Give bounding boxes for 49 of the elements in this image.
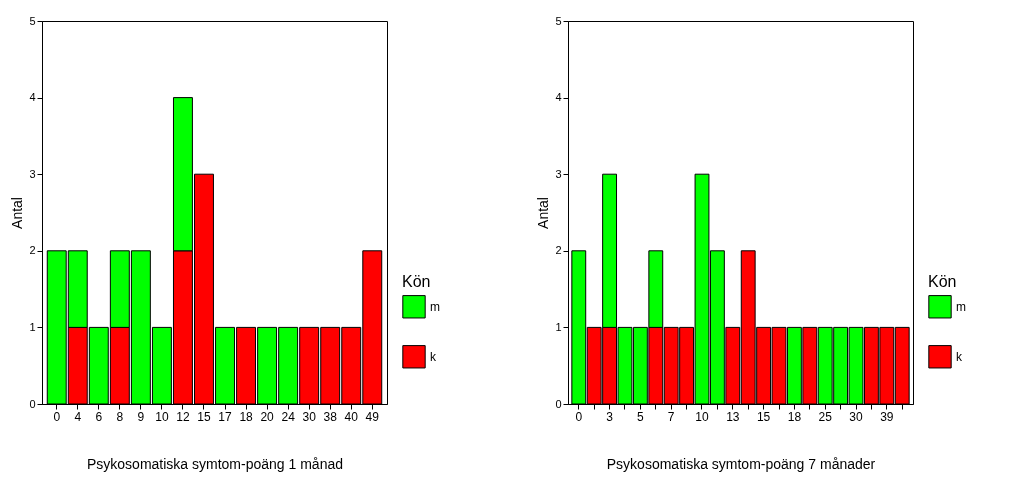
x-tick-label: 25: [818, 409, 833, 424]
y-tick-label: 1: [555, 320, 562, 333]
x-axis-title: Psykosomatiska symtom-poäng 7 månader: [606, 455, 876, 472]
x-tick-label: 20: [260, 409, 275, 424]
x-tick-label: 39: [880, 409, 894, 424]
x-axis-title: Psykosomatiska symtom-poäng 1 månad: [87, 455, 343, 472]
legend-label: k: [956, 349, 963, 364]
y-tick-label: 4: [29, 91, 36, 104]
legend-label: m: [430, 299, 440, 314]
x-tick-label: 13: [726, 409, 740, 424]
legend-label: m: [956, 299, 966, 314]
legend-title: Kön: [928, 272, 957, 290]
x-tick-label: 30: [849, 409, 864, 424]
y-tick-label: 2: [29, 244, 36, 257]
x-tick-label: 15: [197, 409, 211, 424]
x-tick-label: 24: [281, 409, 296, 424]
x-tick-label: 15: [756, 409, 771, 424]
y-tick-label: 5: [29, 14, 36, 27]
x-tick-label: 0: [53, 409, 61, 424]
x-tick-label: 38: [323, 409, 338, 424]
x-tick-label: 5: [637, 409, 645, 424]
x-tick-label: 3: [606, 409, 614, 424]
x-tick-label: 10: [155, 409, 169, 424]
x-tick-label: 30: [302, 409, 317, 424]
x-tick-label: 7: [667, 409, 675, 424]
y-tick-label: 0: [555, 397, 562, 410]
x-tick-label: 18: [239, 409, 254, 424]
x-tick-label: 8: [116, 409, 124, 424]
y-tick-label: 4: [555, 91, 562, 104]
x-tick-label: 4: [74, 409, 82, 424]
x-tick-label: 12: [176, 409, 190, 424]
x-tick-label: 17: [218, 409, 233, 424]
x-tick-label: 0: [575, 409, 583, 424]
y-tick-label: 0: [29, 397, 36, 410]
legend-title: Kön: [402, 272, 431, 290]
x-tick-label: 9: [137, 409, 145, 424]
x-tick-label: 6: [95, 409, 103, 424]
y-tick-label: 2: [555, 244, 562, 257]
x-tick-label: 10: [695, 409, 709, 424]
legend-label: k: [430, 349, 437, 364]
y-tick-label: 3: [555, 167, 562, 180]
y-axis-title: Antal: [535, 197, 552, 229]
x-tick-label: 49: [365, 409, 380, 424]
x-tick-label: 18: [787, 409, 802, 424]
y-tick-label: 3: [29, 167, 36, 180]
x-tick-label: 40: [344, 409, 359, 424]
y-axis-title: Antal: [9, 197, 26, 229]
y-tick-label: 5: [555, 14, 562, 27]
y-tick-label: 1: [29, 320, 36, 333]
